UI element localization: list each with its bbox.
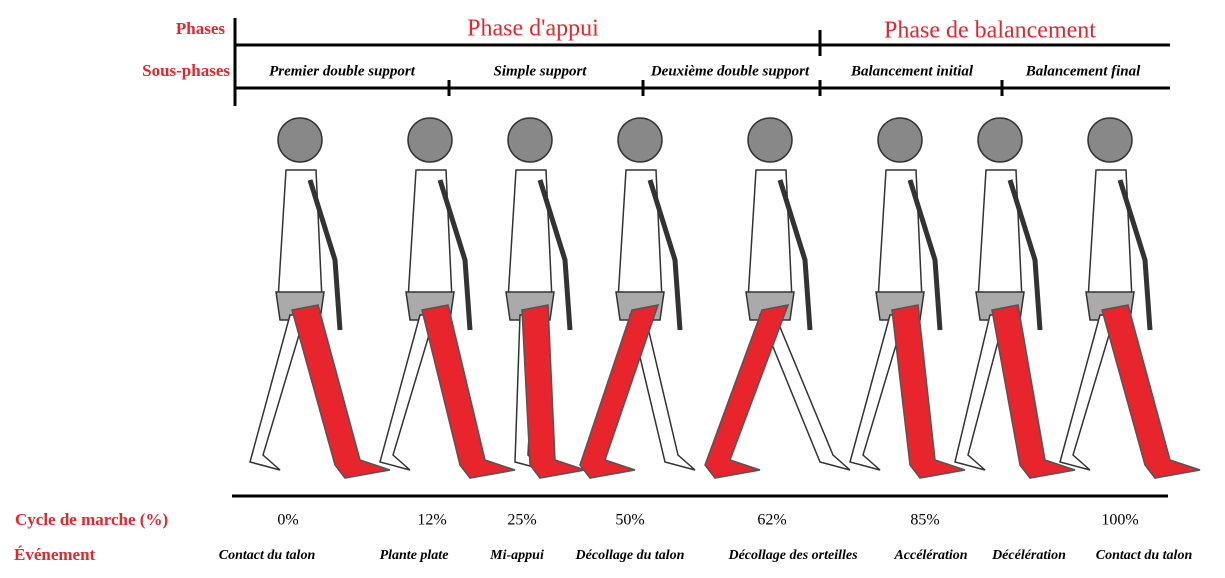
figure-arm bbox=[437, 179, 473, 331]
figure-head bbox=[617, 117, 663, 163]
figure-leg-red bbox=[704, 304, 790, 479]
figure-head bbox=[977, 117, 1023, 163]
figure-arm bbox=[777, 179, 813, 331]
figure-leg-red bbox=[521, 304, 586, 479]
subphase-label: Simple support bbox=[494, 63, 588, 79]
figure-head bbox=[1087, 117, 1133, 163]
figure-arm bbox=[1117, 179, 1153, 331]
cycle-label: 25% bbox=[507, 512, 536, 529]
subphase-label: Balancement initial bbox=[850, 63, 974, 79]
subphase-label: Balancement final bbox=[1025, 63, 1141, 79]
event-label: Décollage des orteilles bbox=[727, 548, 858, 563]
figure-leg-red bbox=[1101, 304, 1201, 479]
row-label: Événement bbox=[14, 545, 96, 564]
event-label: Accélération bbox=[893, 548, 967, 563]
subphase-label: Deuxième double support bbox=[650, 63, 810, 79]
phase-label: Phase d'appui bbox=[467, 16, 599, 42]
cycle-label: 100% bbox=[1101, 512, 1138, 529]
figure-head bbox=[277, 117, 323, 163]
figure-arm bbox=[1007, 179, 1043, 331]
figure-head bbox=[407, 117, 453, 163]
figure-arm bbox=[647, 179, 683, 331]
cycle-label: 12% bbox=[417, 512, 446, 529]
figure-head bbox=[877, 117, 923, 163]
event-label: Plante plate bbox=[380, 548, 449, 563]
event-label: Décélération bbox=[991, 548, 1066, 563]
row-label: Sous-phases bbox=[142, 61, 230, 80]
figure-arm bbox=[307, 179, 343, 331]
figure-leg bbox=[1059, 314, 1117, 471]
figure-leg-red bbox=[891, 304, 966, 479]
phase-label: Phase de balancement bbox=[884, 18, 1096, 44]
figure-leg bbox=[379, 314, 437, 471]
cycle-label: 85% bbox=[910, 512, 939, 529]
row-label: Phases bbox=[176, 19, 226, 38]
cycle-label: 50% bbox=[615, 512, 644, 529]
event-label: Décollage du talon bbox=[575, 548, 685, 563]
figure-leg-red bbox=[991, 304, 1076, 479]
row-label: Cycle de marche (%) bbox=[15, 510, 168, 529]
figure-leg-red bbox=[579, 304, 660, 479]
cycle-label: 62% bbox=[757, 512, 786, 529]
event-label: Contact du talon bbox=[219, 548, 316, 563]
cycle-label: 0% bbox=[277, 512, 298, 529]
figure-arm bbox=[537, 179, 573, 331]
figure-head bbox=[507, 117, 553, 163]
subphase-label: Premier double support bbox=[269, 63, 416, 79]
figure-leg-red bbox=[421, 304, 516, 479]
event-label: Contact du talon bbox=[1096, 548, 1193, 563]
figure-head bbox=[747, 117, 793, 163]
figure-arm bbox=[907, 179, 943, 331]
event-label: Mi-appui bbox=[489, 548, 544, 563]
figure-leg bbox=[249, 314, 307, 471]
figure-leg-red bbox=[291, 304, 391, 479]
